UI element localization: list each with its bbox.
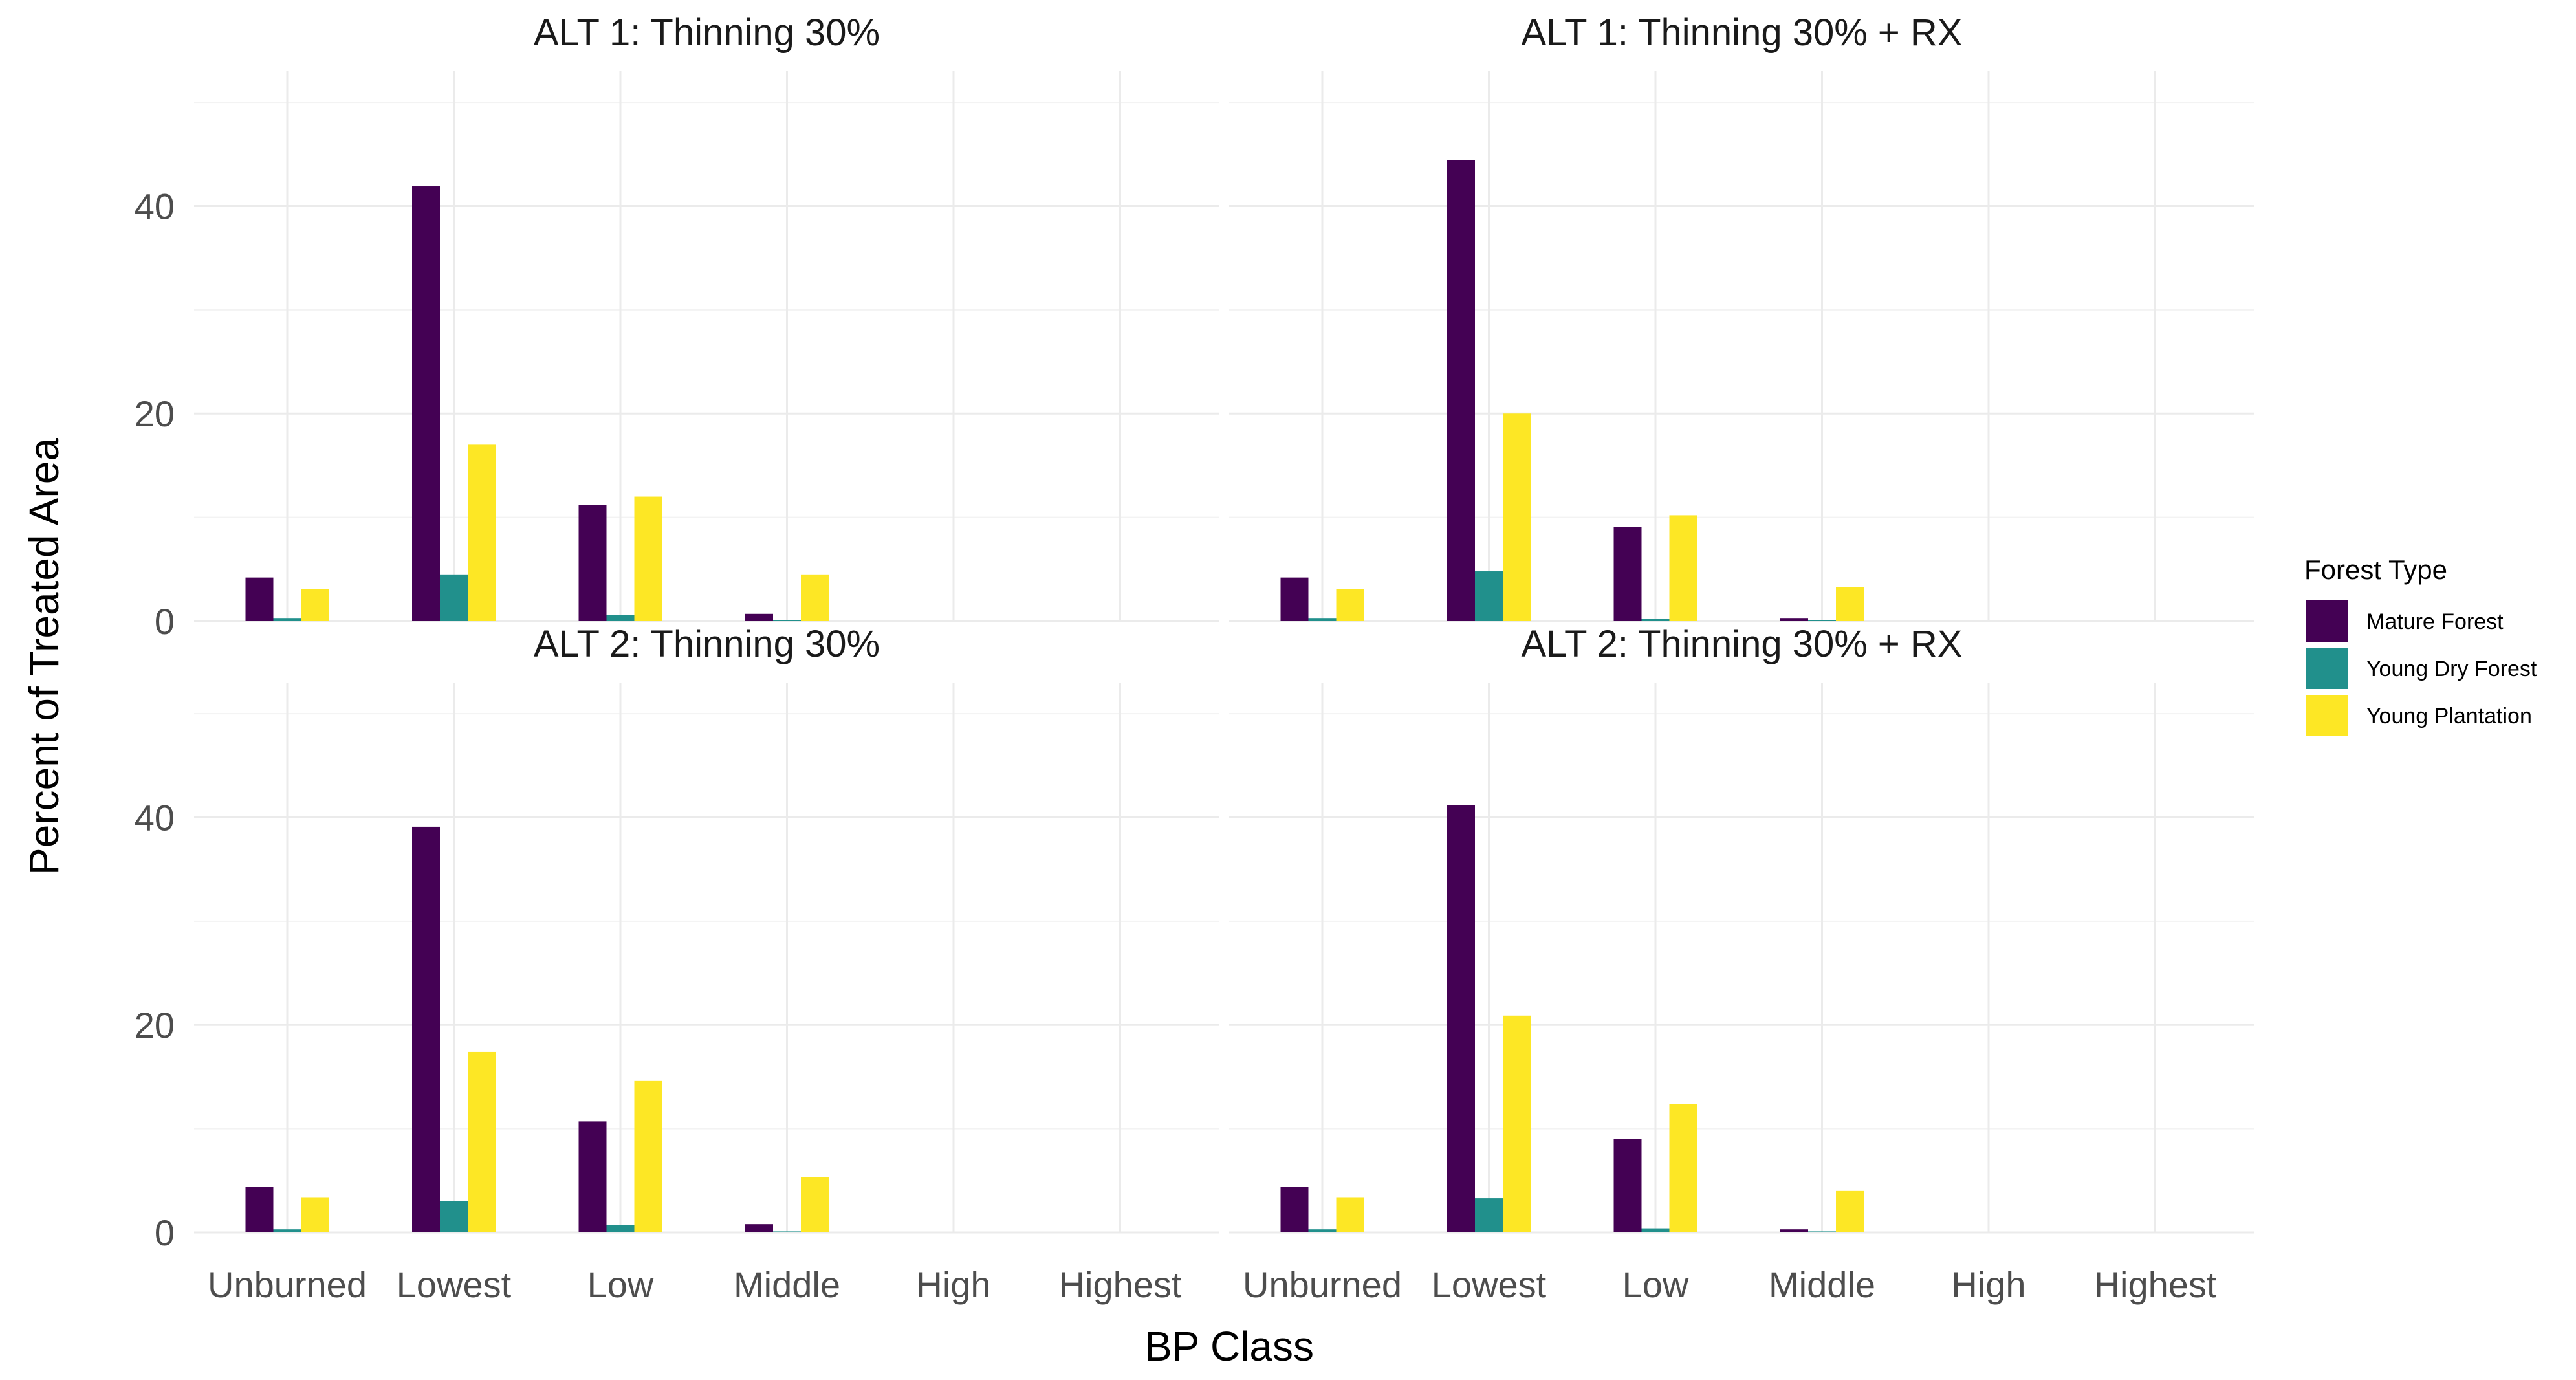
bar-mature-forest-unburned — [1280, 577, 1309, 621]
legend: Forest Type Mature Forest Young Dry Fores… — [2304, 554, 2537, 736]
facet-panel-4: ALT 2: Thinning 30% + RX Unburned Lowest Lo… — [1229, 623, 2254, 1305]
x-tick-label: Low — [587, 1264, 654, 1305]
bar-young-plantation-lowest — [1503, 413, 1531, 621]
bar-young-dry-forest-lowest — [1475, 1198, 1503, 1232]
bar-young-dry-forest-unburned — [273, 618, 301, 621]
x-tick-label: Unburned — [1243, 1264, 1402, 1305]
bar-young-dry-forest-low — [1641, 1228, 1670, 1232]
bar-young-plantation-middle — [1836, 587, 1864, 621]
bar-young-dry-forest-low — [606, 1225, 635, 1232]
bar-mature-forest-middle — [745, 1224, 773, 1232]
legend-title: Forest Type — [2304, 554, 2447, 585]
bar-mature-forest-unburned — [1280, 1187, 1309, 1232]
x-tick-label: Low — [1622, 1264, 1689, 1305]
legend-key-mature-forest — [2306, 600, 2348, 642]
bar-young-plantation-lowest — [468, 444, 496, 621]
bar-young-plantation-low — [634, 496, 662, 621]
x-tick-label: High — [1951, 1264, 2025, 1305]
x-tick-label: Highest — [2094, 1264, 2217, 1305]
bar-mature-forest-middle — [1780, 1229, 1808, 1232]
bar-young-dry-forest-middle — [773, 620, 801, 621]
facet-panel-2: ALT 1: Thinning 30% + RX — [1229, 12, 2254, 622]
x-tick-label: Unburned — [208, 1264, 367, 1305]
bar-mature-forest-unburned — [245, 1187, 274, 1232]
y-axis-title: Percent of Treated Area — [21, 438, 67, 875]
bar-young-plantation-middle — [801, 574, 829, 621]
facet-title: ALT 2: Thinning 30% + RX — [1522, 623, 1963, 665]
x-tick-label: Middle — [734, 1264, 840, 1305]
bar-mature-forest-lowest — [412, 826, 440, 1232]
bar-young-plantation-middle — [1836, 1190, 1864, 1232]
bar-mature-forest-middle — [745, 613, 773, 621]
bar-mature-forest-low — [578, 1121, 607, 1232]
bar-young-dry-forest-unburned — [1308, 1229, 1337, 1232]
facet-panel-3: ALT 2: Thinning 30% 0 20 40 Unburned Lowest Lo… — [135, 623, 1219, 1305]
legend-key-young-dry-forest — [2306, 648, 2348, 689]
y-tick-label: 40 — [135, 797, 175, 838]
bar-young-plantation-unburned — [1336, 589, 1364, 621]
bar-mature-forest-low — [1613, 527, 1642, 621]
bar-mature-forest-low — [1613, 1139, 1642, 1232]
bar-young-dry-forest-middle — [773, 1231, 801, 1232]
legend-label-young-plantation: Young Plantation — [2366, 704, 2532, 728]
bar-young-plantation-unburned — [301, 1197, 329, 1232]
legend-key-young-plantation — [2306, 695, 2348, 736]
bar-young-dry-forest-lowest — [1475, 571, 1503, 621]
bar-young-plantation-middle — [801, 1177, 829, 1232]
legend-label-mature-forest: Mature Forest — [2366, 609, 2504, 634]
bar-young-dry-forest-middle — [1808, 1231, 1836, 1232]
x-tick-label: Highest — [1059, 1264, 1182, 1305]
bar-mature-forest-lowest — [1447, 160, 1475, 621]
y-tick-label: 0 — [155, 601, 175, 642]
bar-young-plantation-lowest — [1503, 1015, 1531, 1232]
bar-mature-forest-lowest — [412, 186, 440, 621]
x-tick-label: Middle — [1769, 1264, 1875, 1305]
facet-panel-1: ALT 1: Thinning 30% 0 20 40 — [135, 12, 1219, 642]
bar-young-dry-forest-low — [1641, 619, 1670, 621]
bar-young-plantation-low — [1669, 515, 1697, 621]
bar-mature-forest-low — [578, 505, 607, 621]
bar-young-plantation-low — [1669, 1104, 1697, 1232]
x-tick-label: Lowest — [1432, 1264, 1547, 1305]
bar-young-dry-forest-lowest — [440, 1201, 468, 1232]
bar-young-plantation-low — [634, 1080, 662, 1232]
bar-young-dry-forest-unburned — [273, 1229, 301, 1232]
x-tick-label: Lowest — [397, 1264, 512, 1305]
bar-young-dry-forest-unburned — [1308, 618, 1337, 621]
bar-young-dry-forest-low — [606, 615, 635, 621]
bar-mature-forest-middle — [1780, 618, 1808, 621]
y-tick-label: 40 — [135, 186, 175, 226]
y-tick-label: 20 — [135, 393, 175, 434]
bar-mature-forest-unburned — [245, 577, 274, 621]
y-tick-label: 20 — [135, 1005, 175, 1046]
bar-young-dry-forest-middle — [1808, 620, 1836, 621]
y-tick-label: 0 — [155, 1212, 175, 1253]
facet-title: ALT 1: Thinning 30% + RX — [1522, 12, 1963, 54]
bar-young-plantation-lowest — [468, 1051, 496, 1232]
facet-title: ALT 2: Thinning 30% — [534, 623, 880, 665]
bar-young-dry-forest-lowest — [440, 574, 468, 621]
facet-title: ALT 1: Thinning 30% — [534, 12, 880, 54]
x-tick-label: High — [916, 1264, 990, 1305]
bar-young-plantation-unburned — [301, 589, 329, 621]
bar-young-plantation-unburned — [1336, 1197, 1364, 1232]
x-axis-title: BP Class — [1144, 1323, 1314, 1370]
legend-label-young-dry-forest: Young Dry Forest — [2366, 657, 2537, 681]
bar-mature-forest-lowest — [1447, 805, 1475, 1232]
